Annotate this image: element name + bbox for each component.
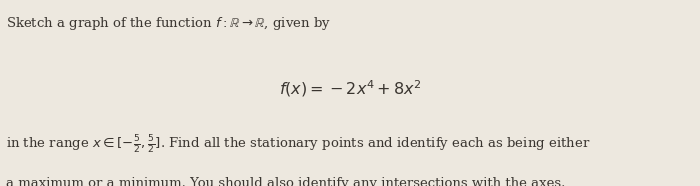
Text: $f(x) = -2x^4 + 8x^2$: $f(x) = -2x^4 + 8x^2$ [279, 78, 421, 99]
Text: Sketch a graph of the function $f:\mathbb{R} \rightarrow \mathbb{R}$, given by: Sketch a graph of the function $f:\mathb… [6, 15, 330, 32]
Text: a maximum or a minimum. You should also identify any intersections with the axes: a maximum or a minimum. You should also … [6, 177, 565, 186]
Text: in the range $x \in [-\frac{5}{2}, \frac{5}{2}]$. Find all the stationary points: in the range $x \in [-\frac{5}{2}, \frac… [6, 134, 590, 156]
